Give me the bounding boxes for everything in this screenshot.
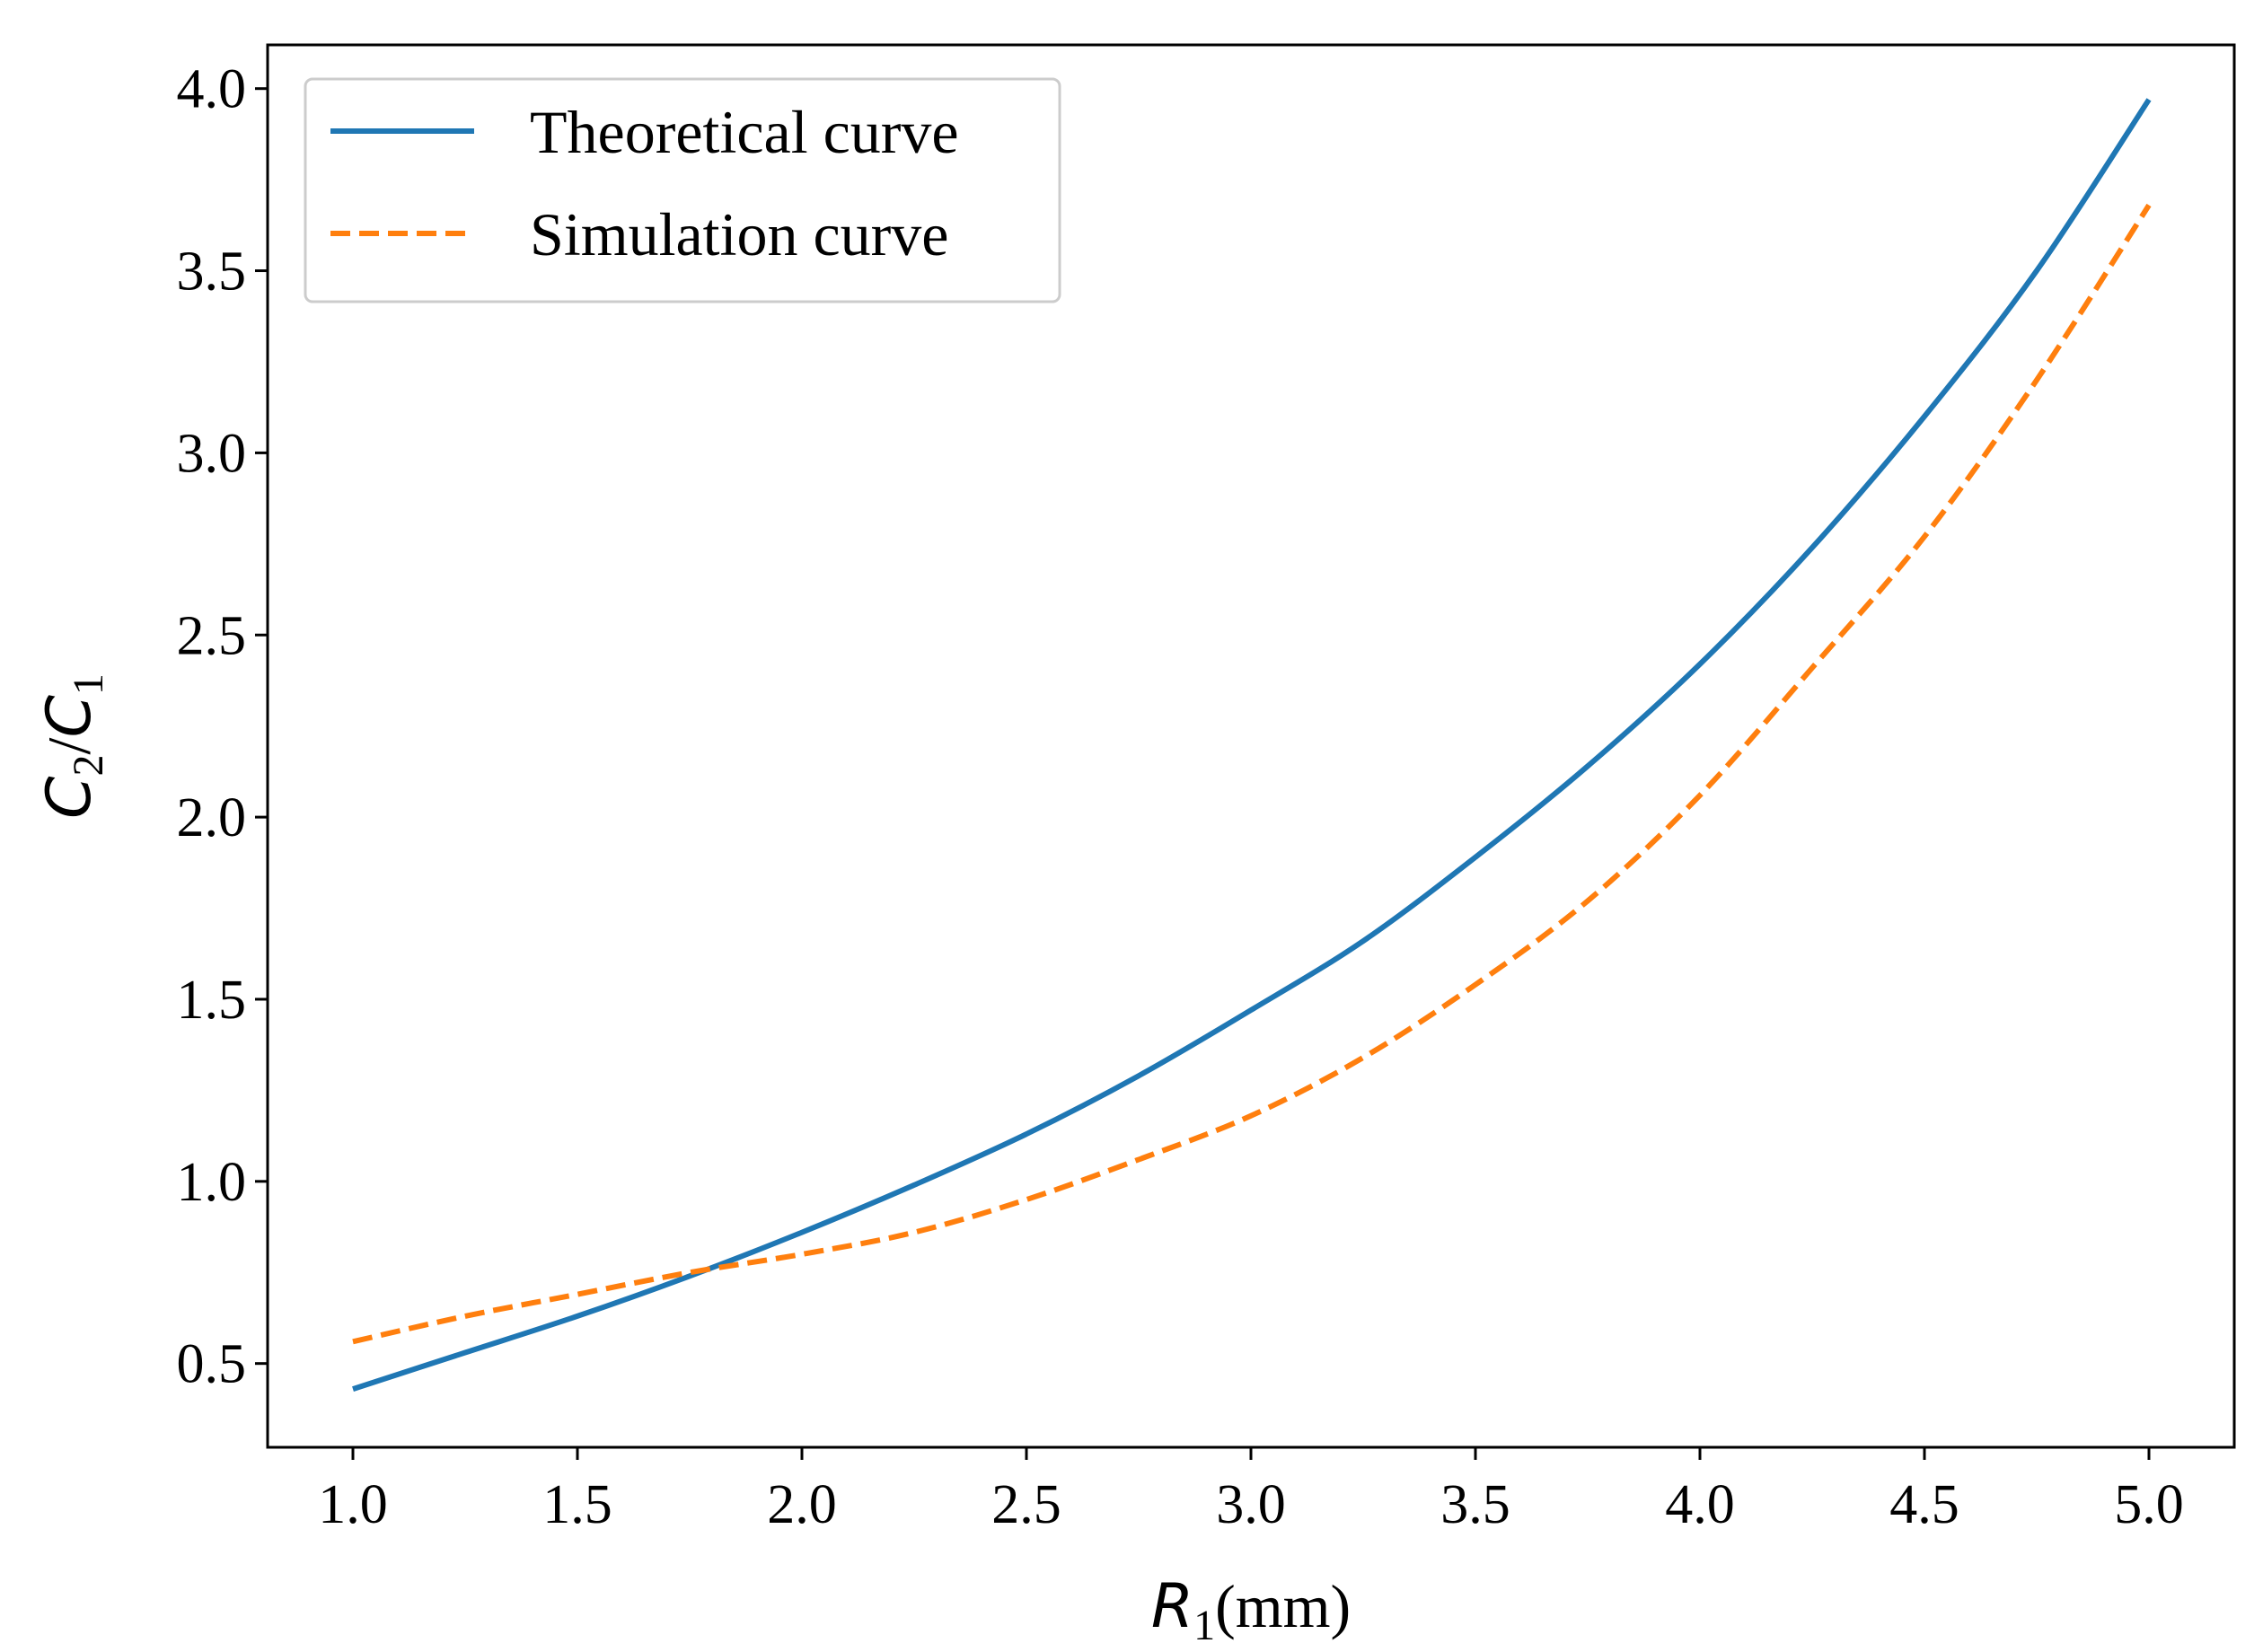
y-label-den-symbol: C xyxy=(34,695,105,738)
y-label-num-symbol: C xyxy=(34,776,105,819)
series-line-theoretical xyxy=(352,98,2152,1392)
series-line-simulation xyxy=(352,203,2152,1345)
legend-label-simulation: Simulation curve xyxy=(530,200,948,268)
y-label-slash: / xyxy=(35,737,103,754)
y-tick-label: 1.0 xyxy=(177,1152,247,1213)
x-tick-label: 2.5 xyxy=(991,1474,1061,1535)
y-tick-label: 3.5 xyxy=(177,242,247,303)
y-tick-label: 1.5 xyxy=(177,970,247,1031)
series-layer xyxy=(352,98,2152,1392)
legend: Theoretical curve Simulation curve xyxy=(304,77,1061,303)
x-label-subscript: 1 xyxy=(1193,1602,1215,1649)
x-tick-label: 4.5 xyxy=(1889,1474,1959,1535)
x-tick-label: 5.0 xyxy=(2114,1474,2184,1535)
legend-box xyxy=(304,77,1061,303)
x-tick-label: 4.0 xyxy=(1665,1474,1735,1535)
y-tick-label: 3.0 xyxy=(177,423,247,484)
x-axis-label: R1(mm) xyxy=(1151,1571,1351,1649)
x-tick-label: 1.0 xyxy=(318,1474,388,1535)
y-tick-label: 2.0 xyxy=(177,787,247,848)
x-label-unit: (mm) xyxy=(1215,1572,1351,1640)
x-label-symbol: R xyxy=(1151,1571,1193,1642)
y-label-num-subscript: 2 xyxy=(65,754,112,776)
x-axis-ticks: 1.0 1.5 2.0 2.5 3.0 3.5 4.0 4.5 5.0 xyxy=(318,1447,2184,1535)
y-tick-label: 2.5 xyxy=(177,605,247,666)
y-tick-label: 0.5 xyxy=(177,1334,247,1395)
x-tick-label: 1.5 xyxy=(542,1474,612,1535)
legend-label-theoretical: Theoretical curve xyxy=(530,98,959,166)
x-tick-label: 3.0 xyxy=(1216,1474,1286,1535)
y-axis-ticks: 0.5 1.0 1.5 2.0 2.5 3.0 3.5 4.0 xyxy=(177,59,268,1395)
y-axis-label: C2/C1 xyxy=(34,673,112,819)
x-tick-label: 2.0 xyxy=(767,1474,837,1535)
y-tick-label: 4.0 xyxy=(177,59,247,120)
y-label-den-subscript: 1 xyxy=(65,673,112,695)
x-tick-label: 3.5 xyxy=(1440,1474,1510,1535)
